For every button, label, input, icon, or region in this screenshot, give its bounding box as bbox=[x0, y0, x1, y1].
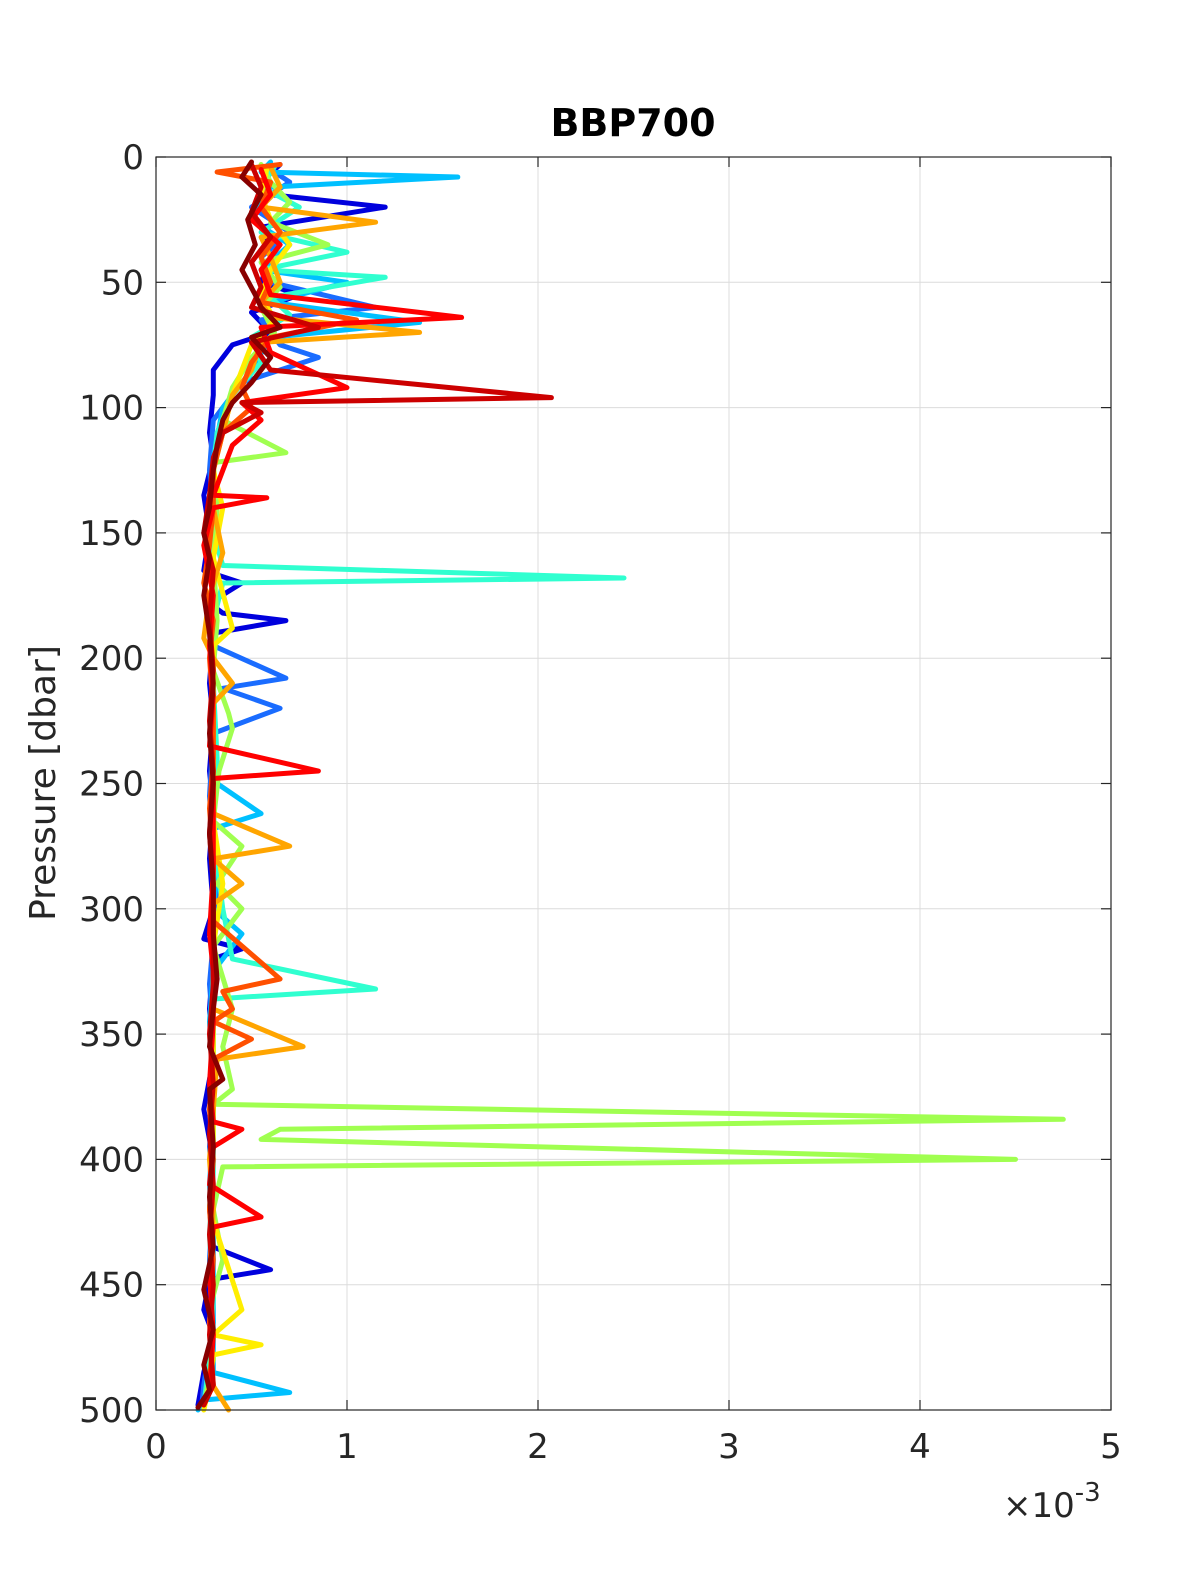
y-tick-label: 100 bbox=[79, 389, 144, 429]
x-tick-label: 3 bbox=[718, 1427, 740, 1467]
series-group bbox=[195, 159, 1066, 1413]
y-tick-label: 500 bbox=[79, 1391, 144, 1431]
x-multiplier-base: ×10 bbox=[1003, 1486, 1075, 1526]
y-tick-label: 200 bbox=[79, 639, 144, 679]
x-tick-label: 0 bbox=[145, 1427, 167, 1467]
x-tick-label: 5 bbox=[1100, 1427, 1122, 1467]
y-tick-label: 300 bbox=[79, 890, 144, 930]
y-tick-label: 0 bbox=[122, 138, 144, 178]
y-tick-label: 250 bbox=[79, 765, 144, 805]
profile-line-11 bbox=[195, 159, 283, 1410]
grid bbox=[156, 157, 1111, 1410]
chart-title: BBP700 bbox=[550, 101, 715, 145]
x-multiplier-exponent: -3 bbox=[1075, 1478, 1101, 1508]
y-tick-label: 150 bbox=[79, 514, 144, 554]
y-tick-label: 400 bbox=[79, 1140, 144, 1180]
y-tick-label: 350 bbox=[79, 1015, 144, 1055]
y-axis-label: Pressure [dbar] bbox=[23, 645, 64, 921]
x-axis-multiplier: ×10-3 bbox=[1003, 1478, 1101, 1526]
x-tick-label: 2 bbox=[527, 1427, 549, 1467]
y-tick-label: 450 bbox=[79, 1266, 144, 1306]
y-tick-label: 50 bbox=[101, 263, 144, 303]
x-tick-label: 4 bbox=[909, 1427, 931, 1467]
x-tick-label: 1 bbox=[336, 1427, 358, 1467]
